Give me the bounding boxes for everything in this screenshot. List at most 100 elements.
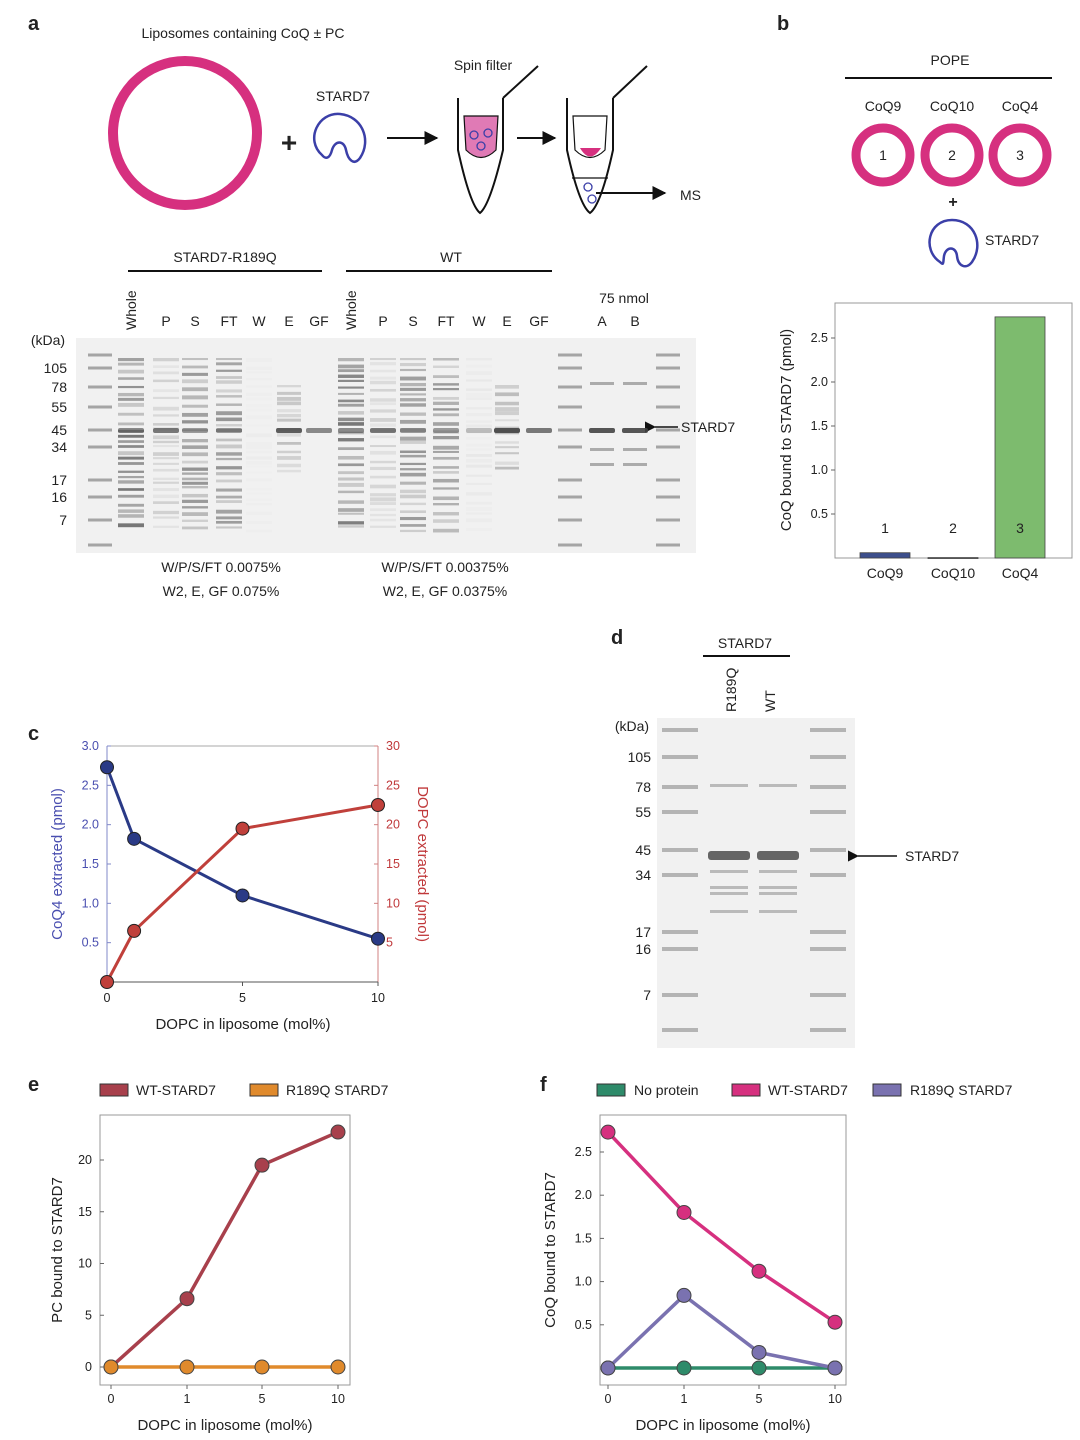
y-tick-label: 0.5 bbox=[575, 1318, 592, 1332]
ladder-band bbox=[810, 993, 846, 997]
gel-band bbox=[246, 397, 272, 400]
gel-band bbox=[400, 403, 426, 407]
gel-band bbox=[246, 512, 272, 515]
ladder-band bbox=[656, 445, 680, 449]
gel-band bbox=[495, 419, 519, 422]
gel-band bbox=[118, 362, 144, 366]
x-tick-label: 0 bbox=[605, 1392, 612, 1406]
bar-number-label: 2 bbox=[949, 520, 957, 536]
gel-band bbox=[466, 407, 492, 410]
gel-band bbox=[495, 407, 519, 412]
pope-header: POPE bbox=[931, 52, 970, 68]
legend-label-no-protein: No protein bbox=[634, 1082, 699, 1098]
r189q-stard7-point bbox=[330, 1359, 346, 1375]
y-axis-label: PC bound to STARD7 bbox=[49, 1177, 66, 1323]
lane-label: E bbox=[502, 313, 511, 329]
gel-band bbox=[590, 382, 614, 385]
wt-stard7-point bbox=[676, 1204, 692, 1220]
gel-band bbox=[118, 385, 144, 389]
gel-band bbox=[338, 477, 364, 481]
ladder-band bbox=[88, 428, 112, 432]
lane-label: S bbox=[190, 313, 199, 329]
gel-band bbox=[246, 378, 272, 380]
y-tick-label: 20 bbox=[78, 1153, 92, 1167]
coq4-series-point bbox=[100, 760, 114, 775]
gel-band bbox=[246, 393, 272, 396]
gel-band bbox=[466, 459, 492, 462]
ladder-band bbox=[810, 755, 846, 759]
y-tick-label: 5 bbox=[85, 1308, 92, 1322]
stard7-band bbox=[400, 428, 426, 433]
lane-label: GF bbox=[529, 313, 548, 329]
x-axis-label: DOPC in liposome (mol%) bbox=[155, 1016, 330, 1033]
gel-band bbox=[495, 461, 519, 465]
ladder-band bbox=[88, 445, 112, 449]
gel-band bbox=[182, 493, 208, 498]
gel-band bbox=[216, 358, 242, 361]
bar-number-label: 3 bbox=[1016, 520, 1024, 536]
gel-band bbox=[153, 516, 179, 519]
gel-band bbox=[466, 502, 492, 505]
gel-band bbox=[710, 870, 748, 873]
lane-label: A bbox=[597, 313, 607, 329]
left-axis-label: CoQ4 extracted (pmol) bbox=[49, 788, 66, 940]
gel-band bbox=[400, 368, 426, 372]
gel-band bbox=[246, 461, 272, 464]
marker-label: 7 bbox=[643, 987, 651, 1003]
stard7-band-label: STARD7 bbox=[681, 419, 735, 435]
stard7-band bbox=[276, 428, 302, 433]
gel-band bbox=[433, 496, 459, 501]
ladder-band bbox=[810, 785, 846, 789]
gel-band bbox=[400, 472, 426, 477]
gel-band bbox=[495, 426, 519, 430]
gel-band bbox=[433, 512, 459, 516]
ladder-band bbox=[656, 428, 680, 432]
gel-band bbox=[338, 500, 364, 504]
lane-label: S bbox=[408, 313, 417, 329]
gel-band bbox=[400, 440, 426, 444]
gel-band bbox=[118, 475, 144, 479]
gel-band bbox=[370, 497, 396, 502]
gel-band bbox=[277, 396, 301, 401]
wt-stard7-line bbox=[109, 1130, 339, 1369]
gel-band bbox=[759, 892, 797, 895]
gel-band bbox=[495, 452, 519, 455]
gel-band bbox=[400, 489, 426, 494]
right-tick-label: 25 bbox=[386, 778, 400, 792]
liposome-ring-icon bbox=[988, 123, 1052, 187]
wt-stard7-point bbox=[827, 1314, 843, 1330]
gel-band bbox=[400, 436, 426, 441]
gel-band bbox=[216, 526, 242, 529]
gel-band bbox=[466, 365, 492, 368]
left-tick-label: 1.0 bbox=[82, 896, 99, 910]
r189q-stard7-point bbox=[751, 1344, 767, 1360]
ring-number: 1 bbox=[879, 147, 887, 163]
gel-band bbox=[246, 530, 272, 533]
coq-label: CoQ10 bbox=[930, 98, 975, 114]
gel-band bbox=[153, 481, 179, 484]
gel-band bbox=[118, 440, 144, 443]
bar-coq10 bbox=[927, 557, 979, 559]
gel-band bbox=[370, 518, 396, 522]
gel-band bbox=[246, 385, 272, 387]
gel-band bbox=[370, 388, 396, 392]
chart-f: 0.5 1.0 1.5 2.0 2.5 0 1 5 10 No protein WT-STARD7 R… bbox=[542, 1082, 1013, 1434]
plot-frame bbox=[99, 1114, 351, 1386]
ladder-band bbox=[662, 1028, 698, 1032]
marker-label: 34 bbox=[635, 867, 651, 883]
gel-band bbox=[433, 435, 459, 440]
stard7-band bbox=[153, 428, 179, 433]
ladder-band bbox=[810, 947, 846, 951]
wt-stard7-point bbox=[254, 1157, 270, 1173]
gel-band bbox=[182, 519, 208, 522]
ladder-band bbox=[558, 385, 582, 389]
x-tick-label: 0 bbox=[108, 1392, 115, 1406]
y-tick-label: 15 bbox=[78, 1205, 92, 1219]
marker-label: 105 bbox=[628, 749, 652, 765]
gel-band bbox=[153, 396, 179, 400]
gel-band bbox=[433, 450, 459, 453]
ladder-band bbox=[88, 543, 112, 547]
coq4-series-point bbox=[371, 931, 385, 946]
gel-band bbox=[433, 466, 459, 469]
panel-label-a: a bbox=[28, 13, 40, 35]
